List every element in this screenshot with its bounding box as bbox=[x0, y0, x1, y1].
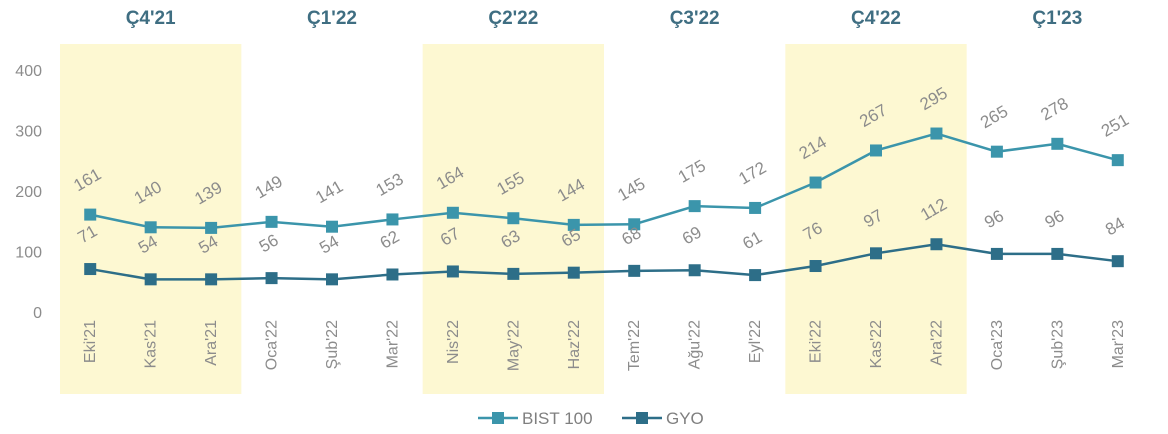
quarter-label: Ç3'22 bbox=[670, 8, 720, 29]
x-tick-label: Kas'22 bbox=[868, 320, 885, 369]
x-tick-label: Tem'22 bbox=[626, 320, 643, 371]
data-point bbox=[386, 213, 399, 226]
series-lines bbox=[89, 132, 1119, 281]
quarter-label: Ç4'21 bbox=[126, 8, 176, 29]
data-point bbox=[930, 127, 943, 140]
x-tick-label: Mar'23 bbox=[1110, 320, 1127, 369]
quarter-label: Ç1'23 bbox=[1032, 8, 1082, 29]
data-label: 149 bbox=[252, 172, 286, 203]
data-label: 61 bbox=[739, 227, 765, 253]
data-point bbox=[1111, 255, 1124, 268]
y-tick-label: 100 bbox=[15, 245, 42, 262]
data-label: 56 bbox=[256, 230, 282, 256]
data-label: 265 bbox=[977, 102, 1011, 133]
data-point bbox=[265, 272, 278, 285]
data-point bbox=[567, 266, 580, 279]
data-point bbox=[809, 260, 822, 273]
x-tick-label: Eki'21 bbox=[82, 320, 99, 363]
x-tick-label: Haz'22 bbox=[566, 320, 583, 369]
data-point bbox=[507, 267, 520, 280]
x-tick-label: May'22 bbox=[505, 320, 522, 371]
x-tick-label: Kas'21 bbox=[143, 320, 160, 369]
data-point bbox=[1051, 137, 1064, 150]
legend: BIST 100 GYO bbox=[478, 409, 704, 428]
data-label: 141 bbox=[312, 177, 346, 208]
data-point bbox=[1051, 247, 1064, 260]
data-point bbox=[205, 273, 218, 286]
series-points bbox=[84, 127, 1124, 286]
data-label: 62 bbox=[377, 227, 403, 253]
data-point bbox=[386, 268, 399, 281]
data-point bbox=[205, 221, 218, 234]
x-tick-label: Oca'23 bbox=[989, 320, 1006, 370]
x-tick-label: Oca'22 bbox=[264, 320, 281, 370]
data-point bbox=[567, 218, 580, 231]
data-point bbox=[749, 269, 762, 282]
x-tick-label: Ara'22 bbox=[928, 320, 945, 366]
data-point bbox=[144, 273, 157, 286]
data-label: 54 bbox=[316, 232, 342, 258]
data-point bbox=[144, 221, 157, 234]
data-point bbox=[688, 264, 701, 277]
data-label: 69 bbox=[679, 223, 705, 249]
data-point bbox=[990, 145, 1003, 158]
y-tick-label: 0 bbox=[33, 305, 42, 322]
y-tick-label: 400 bbox=[15, 63, 42, 80]
data-label: 96 bbox=[981, 206, 1007, 232]
data-point bbox=[870, 144, 882, 157]
y-tick-label: 200 bbox=[15, 184, 42, 201]
data-label: 145 bbox=[614, 174, 648, 205]
data-label: 153 bbox=[373, 169, 407, 200]
y-axis: 0 100 200 300 400 bbox=[15, 63, 42, 322]
data-point bbox=[326, 220, 338, 233]
quarter-label: Ç2'22 bbox=[488, 8, 538, 29]
data-point bbox=[326, 273, 338, 286]
data-label: 175 bbox=[675, 156, 709, 187]
data-label: 251 bbox=[1098, 110, 1132, 141]
legend-label: GYO bbox=[666, 409, 704, 428]
x-tick-label: Eki'22 bbox=[808, 320, 825, 363]
y-tick-label: 300 bbox=[15, 124, 42, 141]
data-point bbox=[84, 263, 97, 276]
data-point bbox=[507, 212, 520, 225]
x-tick-label: Şub'23 bbox=[1049, 320, 1066, 369]
quarter-labels: Ç4'21 Ç1'22 Ç2'22 Ç3'22 Ç4'22 Ç1'23 bbox=[126, 8, 1083, 29]
quarter-band-4 bbox=[785, 44, 967, 394]
x-axis: Eki'21 Kas'21 Ara'21 Oca'22 Şub'22 Mar'22 Nis'… bbox=[82, 320, 1127, 371]
data-point bbox=[446, 265, 459, 278]
quarter-label: Ç4'22 bbox=[851, 8, 901, 29]
data-point bbox=[809, 176, 822, 189]
data-point bbox=[628, 218, 641, 231]
quarter-label: Ç1'22 bbox=[307, 8, 357, 29]
series-line-0 bbox=[89, 132, 1119, 230]
series-line-1 bbox=[90, 242, 1118, 281]
x-tick-label: Nis'22 bbox=[445, 320, 462, 364]
data-label: 278 bbox=[1038, 94, 1072, 125]
data-label: 172 bbox=[735, 158, 769, 189]
data-label: 96 bbox=[1042, 206, 1068, 232]
data-point bbox=[930, 238, 943, 251]
legend-marker bbox=[492, 412, 504, 424]
data-point bbox=[688, 200, 701, 213]
data-point bbox=[628, 264, 641, 277]
data-point bbox=[265, 215, 278, 228]
data-point bbox=[749, 201, 762, 214]
data-point bbox=[990, 247, 1003, 260]
data-point bbox=[1111, 154, 1124, 167]
x-tick-label: Şub'22 bbox=[324, 320, 341, 369]
data-point bbox=[84, 208, 97, 221]
x-tick-label: Mar'22 bbox=[384, 320, 401, 369]
data-label: 68 bbox=[619, 223, 645, 249]
legend-marker bbox=[636, 412, 648, 424]
x-tick-label: Ara'21 bbox=[203, 320, 220, 366]
x-tick-label: Ağu'22 bbox=[687, 320, 704, 369]
data-label: 84 bbox=[1102, 213, 1128, 239]
legend-label: BIST 100 bbox=[522, 409, 593, 428]
x-tick-label: Eyl'22 bbox=[747, 320, 764, 363]
data-point bbox=[446, 206, 459, 219]
data-point bbox=[870, 247, 882, 260]
